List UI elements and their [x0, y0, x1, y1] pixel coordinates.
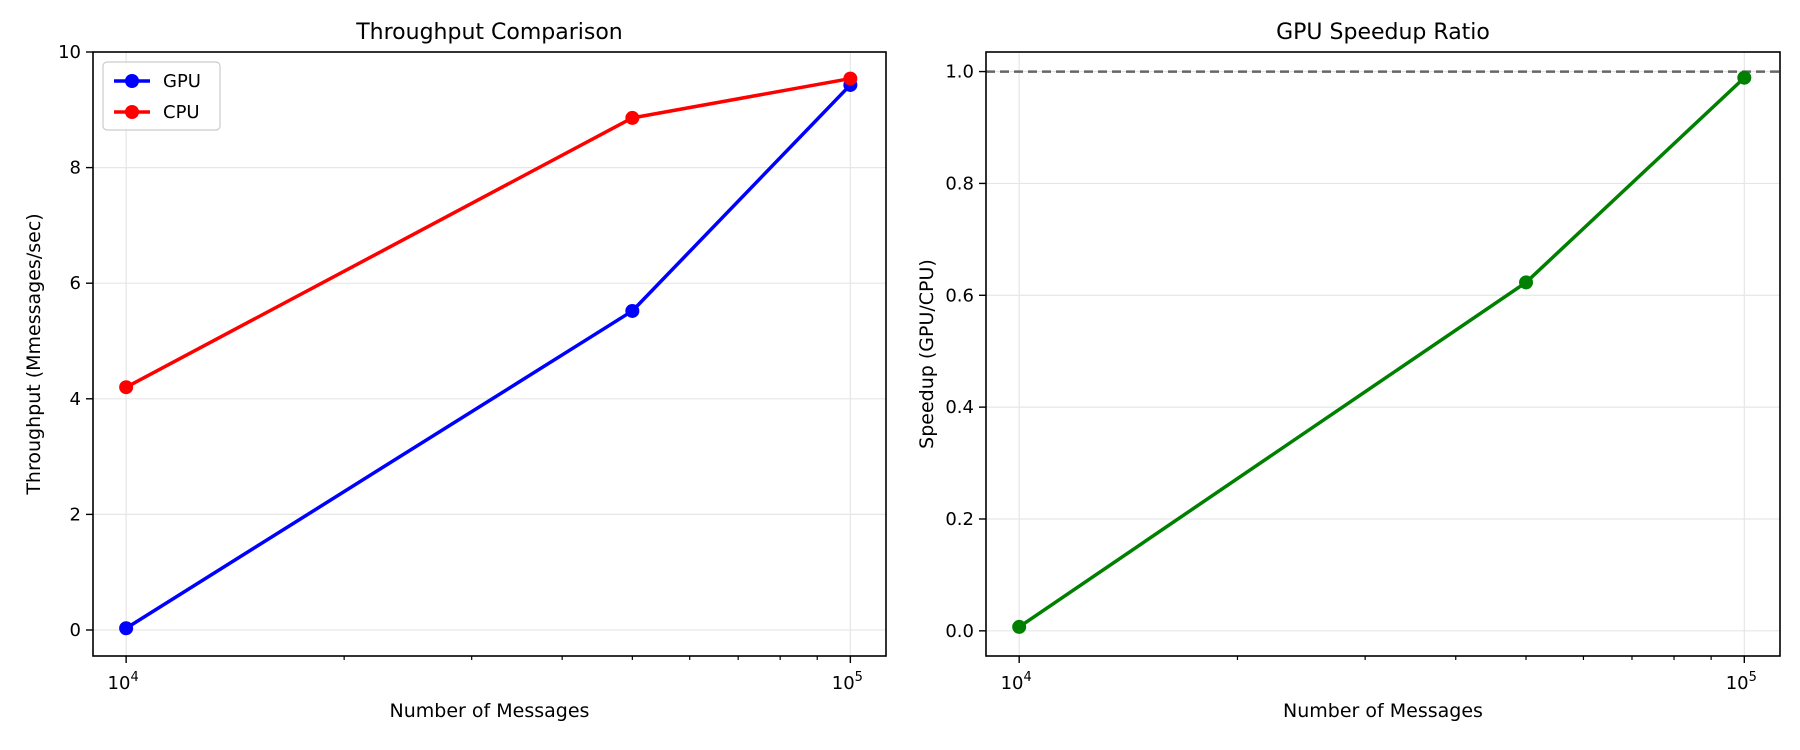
x-tick-label: 105	[832, 670, 863, 694]
y-tick-label: 6	[70, 273, 81, 294]
legend-label-gpu: GPU	[163, 71, 201, 92]
x-tick-exponent: 5	[1749, 670, 1757, 685]
y-tick-label: 0	[70, 620, 81, 641]
x-tick-exponent: 4	[130, 670, 138, 685]
chart-title: Throughput Comparison	[355, 20, 623, 45]
legend: GPU CPU	[102, 61, 221, 131]
y-tick-label: 1.0	[945, 62, 974, 83]
y-tick-label: 4	[70, 389, 81, 410]
y-axis-label: Throughput (Mmessages/sec)	[23, 213, 45, 495]
x-tick-base: 10	[832, 673, 855, 694]
series-line-gpu	[125, 83, 852, 630]
x-axis-label: Number of Messages	[390, 700, 590, 722]
x-tick-label: 104	[108, 670, 139, 694]
y-tick-label: 0.2	[945, 509, 974, 530]
data-point-speedup	[1519, 275, 1534, 290]
legend-label-cpu: CPU	[163, 102, 200, 123]
x-tick-exponent: 5	[855, 670, 863, 685]
legend-swatch-marker	[125, 74, 139, 88]
data-point-cpu	[119, 380, 134, 395]
legend-swatch-marker	[125, 105, 139, 119]
y-tick-label: 2	[70, 504, 81, 525]
x-axis-label: Number of Messages	[1283, 700, 1483, 722]
data-point-speedup	[1012, 619, 1027, 634]
x-tick-label: 104	[1001, 670, 1032, 694]
x-tick-exponent: 4	[1023, 670, 1031, 685]
y-tick-label: 0.8	[945, 173, 974, 194]
data-point-gpu	[119, 621, 134, 636]
y-axis-label: Speedup (GPU/CPU)	[916, 259, 938, 449]
series-line-cpu	[125, 76, 851, 389]
data-point-cpu	[843, 71, 858, 86]
y-tick-label: 0.0	[945, 621, 974, 642]
axes-frame	[92, 51, 887, 657]
y-tick-label: 8	[70, 158, 81, 179]
data-point-speedup	[1737, 70, 1752, 85]
y-tick-label: 10	[58, 42, 81, 63]
series-line-speedup	[1018, 76, 1746, 629]
axes-frame	[985, 51, 1781, 657]
x-tick-base: 10	[1001, 673, 1024, 694]
x-tick-label: 105	[1726, 670, 1757, 694]
data-point-cpu	[625, 110, 640, 125]
x-tick-base: 10	[108, 673, 131, 694]
y-tick-label: 0.4	[945, 397, 974, 418]
data-point-gpu	[625, 303, 640, 318]
y-tick-label: 0.6	[945, 285, 974, 306]
x-tick-base: 10	[1726, 673, 1749, 694]
chart-title: GPU Speedup Ratio	[1276, 20, 1490, 45]
legend-box	[102, 61, 221, 131]
